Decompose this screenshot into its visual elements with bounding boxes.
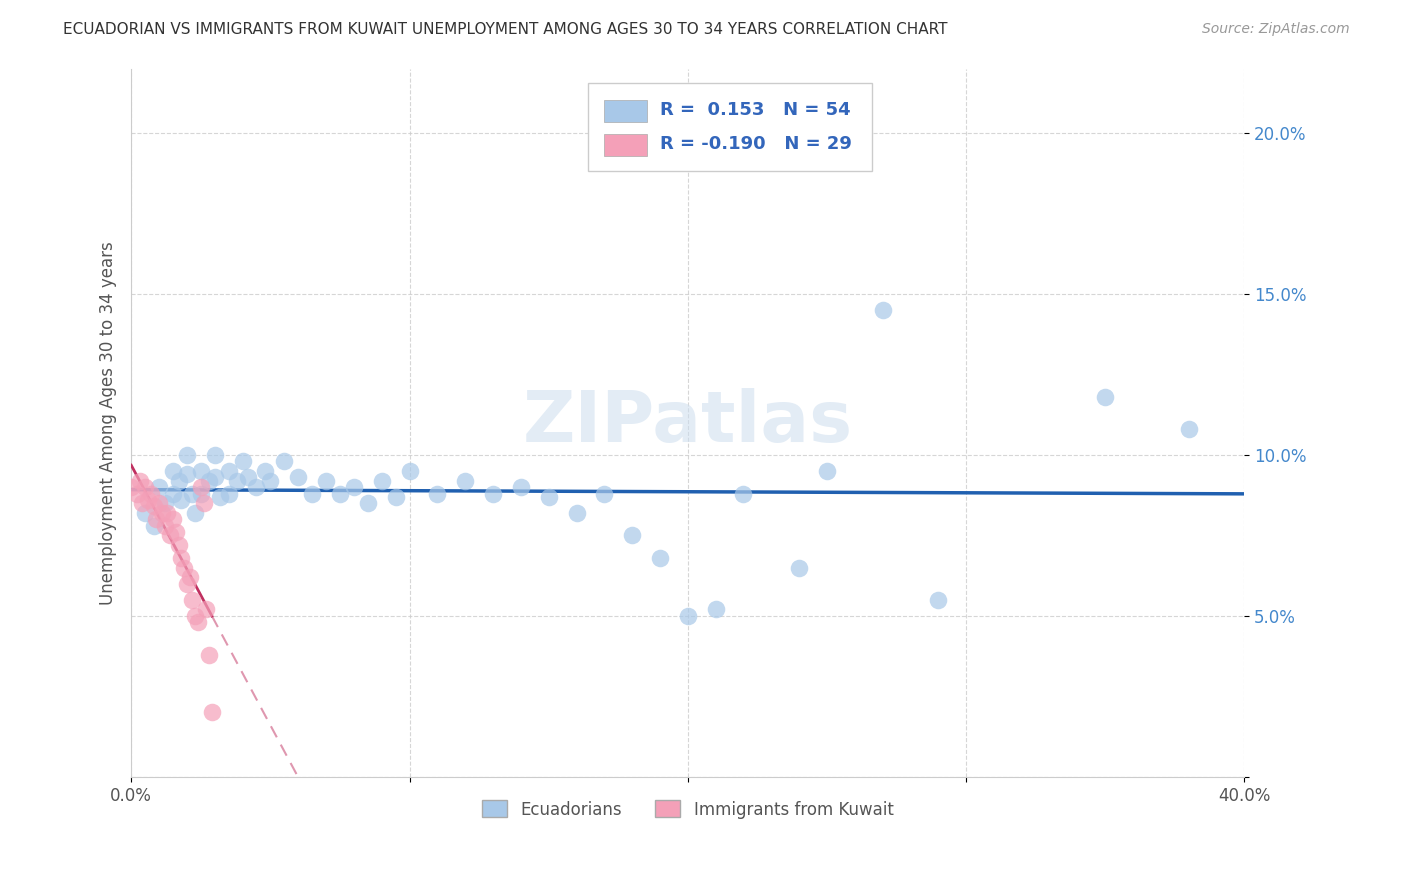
Text: R =  0.153   N = 54: R = 0.153 N = 54 <box>659 102 851 120</box>
Point <box>204 448 226 462</box>
Point <box>236 470 259 484</box>
Point <box>142 518 165 533</box>
Point <box>131 496 153 510</box>
Point <box>482 486 505 500</box>
Point <box>195 602 218 616</box>
Text: ECUADORIAN VS IMMIGRANTS FROM KUWAIT UNEMPLOYMENT AMONG AGES 30 TO 34 YEARS CORR: ECUADORIAN VS IMMIGRANTS FROM KUWAIT UNE… <box>63 22 948 37</box>
Point <box>125 486 148 500</box>
Point <box>218 486 240 500</box>
Point <box>167 538 190 552</box>
Point <box>226 474 249 488</box>
Point <box>187 615 209 630</box>
Point <box>329 486 352 500</box>
Point <box>142 500 165 514</box>
Point <box>184 506 207 520</box>
Point <box>927 592 949 607</box>
Text: R = -0.190   N = 29: R = -0.190 N = 29 <box>659 136 852 153</box>
Point <box>815 464 838 478</box>
Point <box>357 496 380 510</box>
Point <box>593 486 616 500</box>
Point <box>676 608 699 623</box>
Point <box>287 470 309 484</box>
Point <box>1177 422 1199 436</box>
Point <box>253 464 276 478</box>
Point <box>259 474 281 488</box>
Point <box>148 496 170 510</box>
Point <box>162 486 184 500</box>
Point <box>209 490 232 504</box>
Point <box>537 490 560 504</box>
Point <box>426 486 449 500</box>
Point <box>787 560 810 574</box>
Point <box>176 467 198 482</box>
Legend: Ecuadorians, Immigrants from Kuwait: Ecuadorians, Immigrants from Kuwait <box>475 794 900 825</box>
Point <box>162 464 184 478</box>
Point <box>198 474 221 488</box>
Point <box>181 486 204 500</box>
FancyBboxPatch shape <box>605 135 647 155</box>
Point <box>162 512 184 526</box>
Y-axis label: Unemployment Among Ages 30 to 34 years: Unemployment Among Ages 30 to 34 years <box>100 241 117 605</box>
Point <box>872 303 894 318</box>
Point <box>165 525 187 540</box>
FancyBboxPatch shape <box>605 101 647 121</box>
Point <box>198 648 221 662</box>
Point <box>190 464 212 478</box>
Point <box>204 470 226 484</box>
Point <box>343 480 366 494</box>
Point <box>201 706 224 720</box>
Point <box>704 602 727 616</box>
Point <box>153 518 176 533</box>
Point <box>454 474 477 488</box>
Point <box>398 464 420 478</box>
Point <box>176 448 198 462</box>
Point <box>145 512 167 526</box>
Point <box>621 528 644 542</box>
Point <box>159 528 181 542</box>
Point <box>181 592 204 607</box>
Text: Source: ZipAtlas.com: Source: ZipAtlas.com <box>1202 22 1350 37</box>
Point <box>134 480 156 494</box>
Point <box>170 550 193 565</box>
Point <box>273 454 295 468</box>
Point <box>148 480 170 494</box>
Point <box>370 474 392 488</box>
Point <box>232 454 254 468</box>
Point <box>218 464 240 478</box>
Point <box>156 506 179 520</box>
Text: ZIPatlas: ZIPatlas <box>523 388 853 458</box>
Point <box>120 480 142 494</box>
FancyBboxPatch shape <box>588 83 872 171</box>
Point <box>190 480 212 494</box>
Point <box>184 608 207 623</box>
Point <box>1094 390 1116 404</box>
Point <box>128 474 150 488</box>
Point <box>153 496 176 510</box>
Point <box>170 493 193 508</box>
Point <box>648 550 671 565</box>
Point <box>733 486 755 500</box>
Point <box>384 490 406 504</box>
Point <box>565 506 588 520</box>
Point <box>301 486 323 500</box>
Point <box>150 506 173 520</box>
Point <box>315 474 337 488</box>
Point <box>139 486 162 500</box>
Point <box>245 480 267 494</box>
Point <box>193 496 215 510</box>
Point <box>167 474 190 488</box>
Point <box>136 493 159 508</box>
Point <box>176 576 198 591</box>
Point <box>509 480 531 494</box>
Point <box>190 486 212 500</box>
Point <box>179 570 201 584</box>
Point <box>173 560 195 574</box>
Point <box>134 506 156 520</box>
